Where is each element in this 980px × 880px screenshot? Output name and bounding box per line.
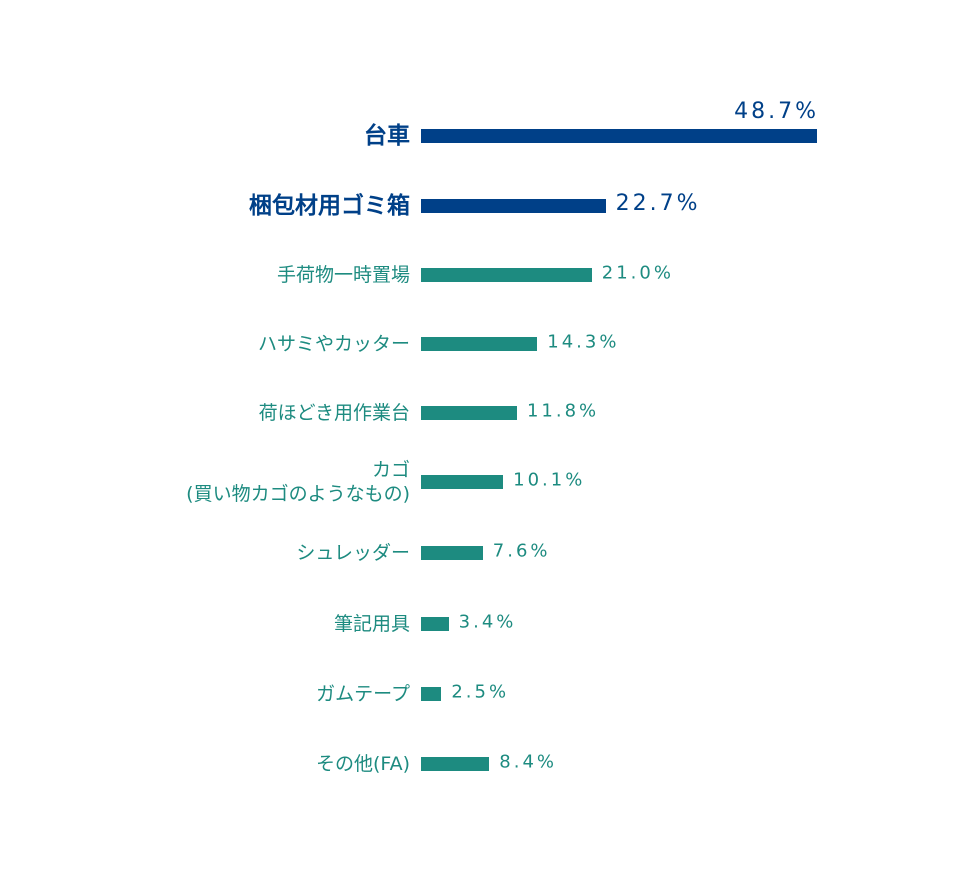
bar [421,406,517,420]
bar [421,617,449,631]
bar [421,268,592,282]
bar [421,337,538,351]
bar [421,546,483,560]
bar [421,757,490,771]
value-label: 11.8% [526,400,600,422]
category-label: ハサミやカッター [257,333,410,355]
category-label: 荷ほどき用作業台 [258,402,410,424]
category-label: 手荷物一時置場 [276,264,410,286]
value-label: 14.3% [547,331,620,353]
category-label: その他(FA) [315,753,410,775]
category-label: 筆記用具 [333,613,410,635]
value-label: 7.6% [492,540,551,562]
value-label: 10.1% [513,469,586,491]
category-label: カゴ (買い物カゴのようなもの) [186,459,410,505]
bar [421,199,606,213]
category-label: ガムテープ [316,683,410,705]
value-label: 3.4% [458,611,517,633]
category-label: 梱包材用ゴミ箱 [249,193,410,219]
value-label: 22.7% [615,191,701,216]
bar [421,475,504,489]
category-label: シュレッダー [296,542,410,564]
value-label: 21.0% [601,262,674,284]
bar [421,687,442,701]
category-label: 台車 [364,123,410,149]
value-label: 2.5% [451,681,510,703]
bar [421,129,817,143]
value-label: 48.7% [734,99,819,124]
value-label: 8.4% [499,751,558,773]
